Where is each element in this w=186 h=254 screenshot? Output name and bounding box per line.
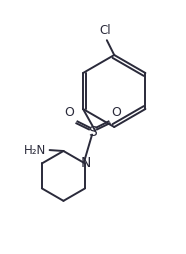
Text: H₂N: H₂N <box>24 144 46 156</box>
Text: Cl: Cl <box>99 24 111 37</box>
Text: O: O <box>65 106 74 119</box>
Text: N: N <box>81 155 91 169</box>
Text: O: O <box>112 106 121 119</box>
Text: S: S <box>89 125 97 139</box>
